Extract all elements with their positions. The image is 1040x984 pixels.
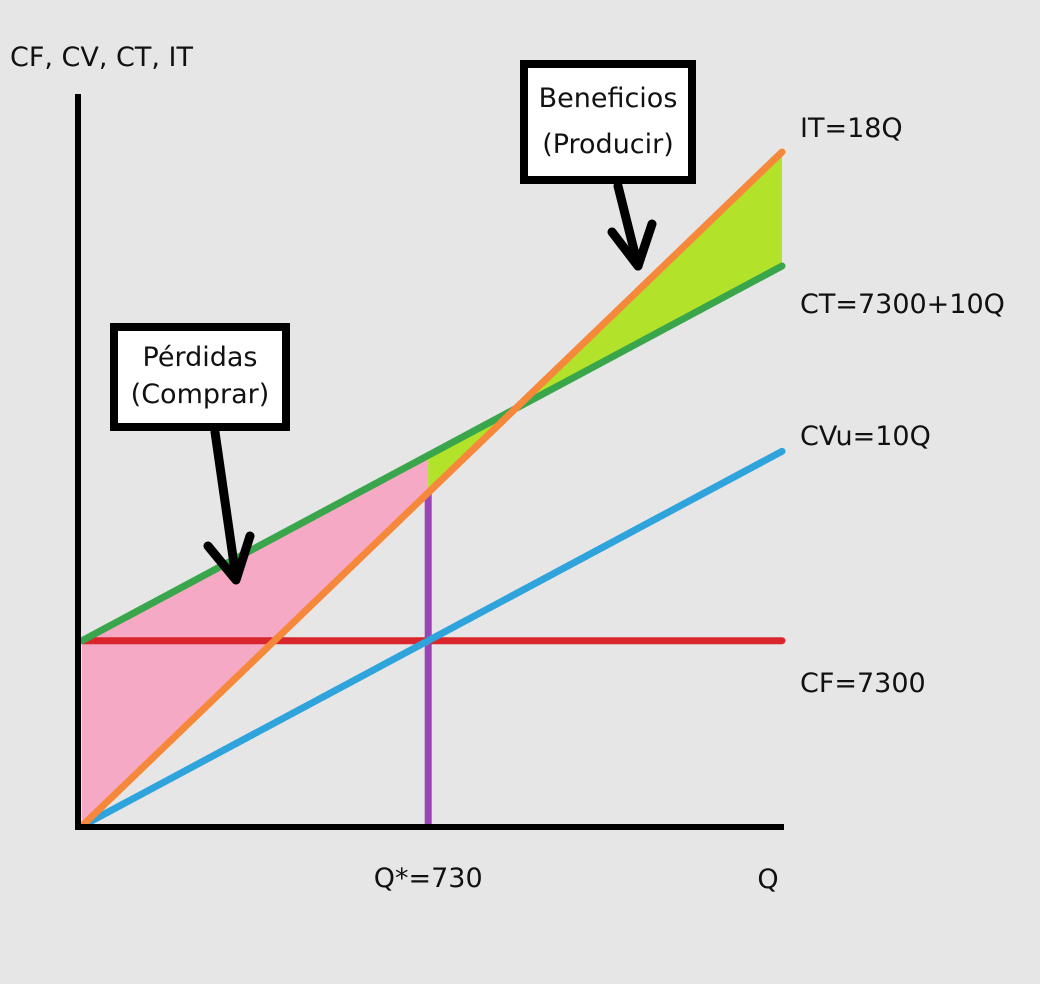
break-even-label: Q*=730: [374, 863, 483, 894]
profits-callout: Beneficios (Producir): [520, 60, 696, 271]
callout-layer: Beneficios (Producir) Pérdidas (Comprar): [110, 60, 696, 585]
losses-callout-box: [110, 323, 290, 431]
series-line-ct: [78, 262, 786, 645]
x-axis-label: Q: [757, 864, 778, 895]
profits-arrow: [613, 181, 643, 271]
labels-layer: CF, CV, CT, IT Q Q*=730 IT=18Q CT=7300+10Q CV…: [10, 42, 1005, 895]
profits-callout-text: Beneficios: [539, 83, 678, 114]
y-axis-label: CF, CV, CT, IT: [10, 42, 194, 73]
profits-arrow-head: [607, 219, 657, 271]
losses-callout-text: (Comprar): [131, 379, 270, 410]
series-label-it: IT=18Q: [800, 113, 903, 144]
series-label-cvu: CVu=10Q: [800, 421, 931, 452]
axes-layer: [75, 94, 784, 830]
losses-callout-text: Pérdidas: [143, 342, 258, 373]
losses-arrow: [210, 427, 241, 583]
series-layer: [78, 148, 786, 830]
profits-callout-box: [520, 60, 696, 184]
losses-arrow-head: [203, 531, 255, 585]
losses-callout: Pérdidas (Comprar): [110, 323, 290, 585]
series-label-ct: CT=7300+10Q: [800, 289, 1005, 320]
series-label-cf: CF=7300: [800, 668, 926, 699]
profits-callout-text: (Producir): [542, 129, 674, 160]
series-line-it: [78, 148, 786, 830]
series-line-cvu: [78, 447, 786, 830]
